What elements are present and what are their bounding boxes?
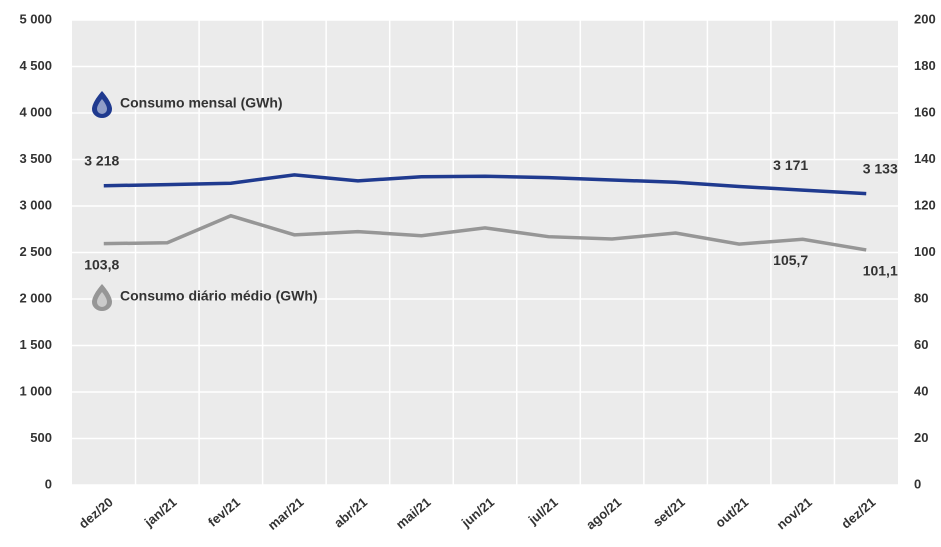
y2-tick-label: 80 <box>914 290 928 305</box>
y-tick-label: 3 000 <box>19 197 52 212</box>
x-tick-label: mai/21 <box>393 494 434 532</box>
x-tick-label: fev/21 <box>205 494 243 529</box>
legend-label: Consumo mensal (GWh) <box>120 95 283 111</box>
y2-tick-label: 160 <box>914 104 936 119</box>
y2-tick-label: 40 <box>914 383 928 398</box>
y-tick-label: 3 500 <box>19 151 52 166</box>
y2-tick-label: 200 <box>914 11 936 26</box>
y2-tick-label: 140 <box>914 151 936 166</box>
y-tick-label: 1 000 <box>19 383 52 398</box>
series-line <box>103 173 867 196</box>
x-tick-label: dez/20 <box>76 494 116 531</box>
legend-label: Consumo diário médio (GWh) <box>120 288 318 304</box>
legend-drop-inner <box>97 99 107 114</box>
y-tick-label: 5 000 <box>19 11 52 26</box>
x-tick-label: jan/21 <box>141 494 180 530</box>
x-tick-label: mar/21 <box>265 494 307 532</box>
y-tick-label: 4 000 <box>19 104 52 119</box>
x-tick-label: set/21 <box>650 494 688 529</box>
y2-tick-label: 60 <box>914 337 928 352</box>
y2-tick-label: 120 <box>914 197 936 212</box>
data-label: 3 218 <box>84 152 119 168</box>
y-tick-label: 1 500 <box>19 337 52 352</box>
y-tick-label: 4 500 <box>19 58 52 73</box>
y2-tick-label: 100 <box>914 244 936 259</box>
y2-tick-label: 20 <box>914 430 928 445</box>
data-label: 101,1 <box>863 263 898 279</box>
x-tick-label: jun/21 <box>458 494 497 530</box>
x-tick-label: abr/21 <box>331 494 370 530</box>
data-label: 105,7 <box>773 252 808 268</box>
y-tick-label: 0 <box>45 476 52 491</box>
x-tick-label: ago/21 <box>583 494 624 532</box>
y-tick-label: 2 000 <box>19 290 52 305</box>
data-label: 3 133 <box>863 160 898 176</box>
x-tick-label: dez/21 <box>838 494 878 531</box>
x-tick-label: out/21 <box>712 494 751 530</box>
y-tick-label: 2 500 <box>19 244 52 259</box>
x-tick-label: nov/21 <box>774 494 815 532</box>
data-label: 3 171 <box>773 157 808 173</box>
y-tick-label: 500 <box>30 430 52 445</box>
legend-icon <box>92 284 112 311</box>
x-tick-label: jul/21 <box>525 494 561 528</box>
legend-drop-inner <box>97 292 107 307</box>
series-line <box>103 213 867 252</box>
y2-tick-label: 0 <box>914 476 921 491</box>
data-label: 103,8 <box>84 256 119 272</box>
legend-icon <box>92 91 112 118</box>
y2-tick-label: 180 <box>914 58 936 73</box>
